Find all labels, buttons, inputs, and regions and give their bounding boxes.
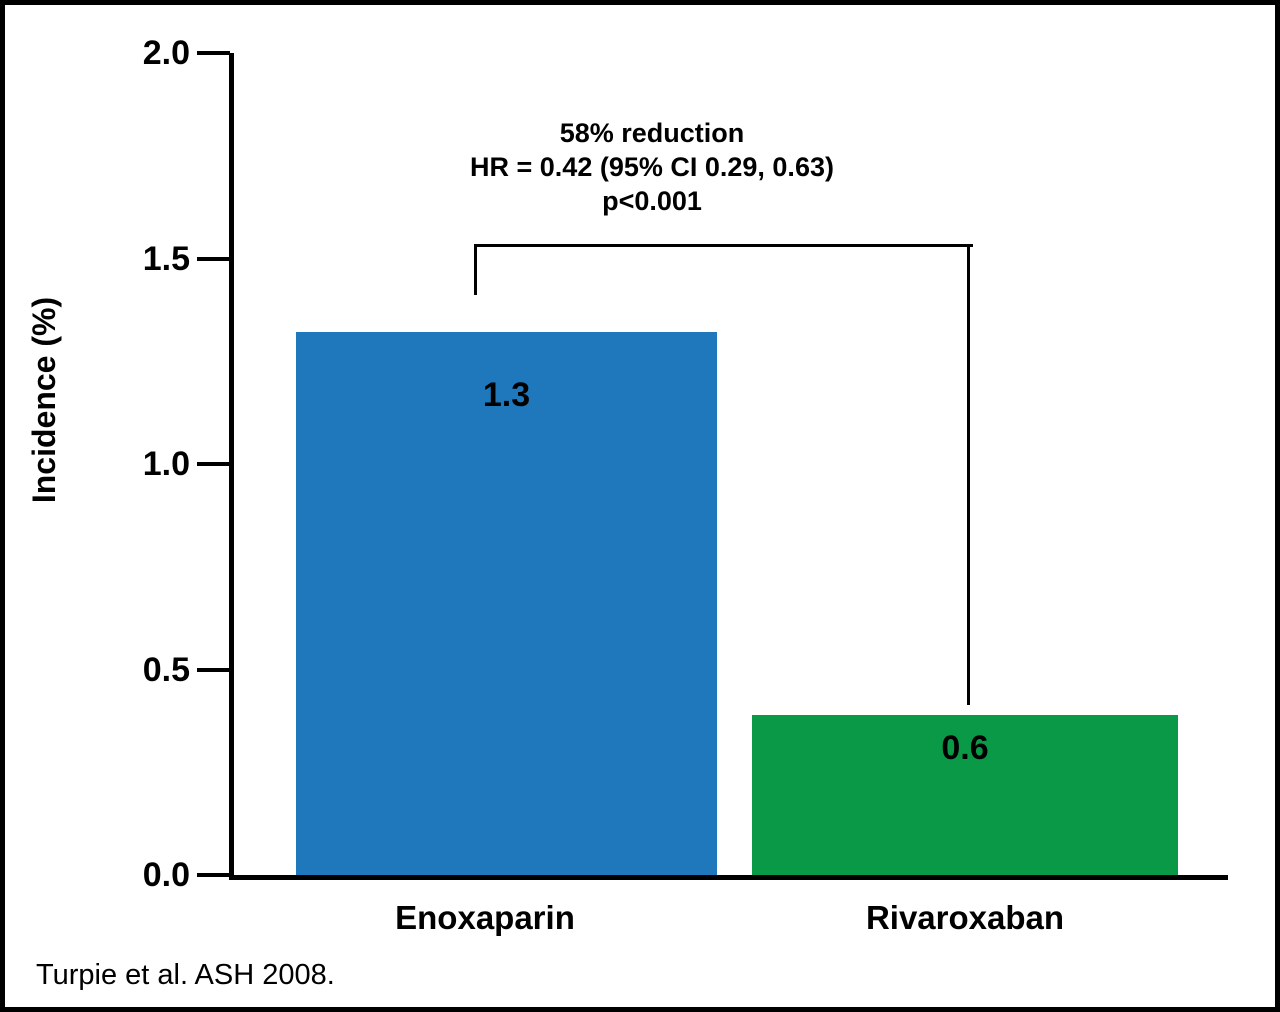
x-category-label-enoxaparin: Enoxaparin (395, 899, 575, 936)
y-tick-line (197, 51, 230, 55)
bar-enoxaparin: 1.3 (296, 332, 717, 875)
y-tick-line (197, 256, 230, 261)
bar-value-label: 0.6 (941, 728, 989, 767)
y-tick-label: 0.0 (142, 856, 190, 894)
source-citation: Turpie et al. ASH 2008. (36, 959, 335, 991)
stats-annotation: 58% reduction HR = 0.42 (95% CI 0.29, 0.… (352, 116, 952, 218)
comparison-bracket-left-tick (474, 244, 477, 295)
plot-area: 2.0 1.5 1.0 0.5 0.0 1.3 0.6 (143, 36, 1228, 892)
annotation-line-reduction: 58% reduction (559, 118, 745, 148)
comparison-bracket-right-tick (967, 244, 970, 705)
comparison-bracket-horizontal (474, 244, 973, 247)
y-tick-label: 1.0 (142, 445, 190, 483)
y-tick-line (197, 462, 230, 466)
y-tick-label: 2.0 (142, 34, 190, 72)
y-tick-line (197, 667, 230, 672)
x-category-label-rivaroxaban: Rivaroxaban (865, 899, 1065, 936)
bar-value-label: 1.3 (482, 376, 531, 415)
y-tick-line (197, 873, 230, 877)
y-axis-title: Incidence (%) (26, 296, 62, 504)
y-tick-label: 0.5 (142, 650, 190, 689)
y-tick-label: 1.5 (142, 239, 190, 278)
annotation-line-hazard-ratio: HR = 0.42 (95% CI 0.29, 0.63) (470, 152, 834, 182)
bar-rivaroxaban: 0.6 (752, 714, 1178, 875)
annotation-line-pvalue: p<0.001 (602, 186, 702, 216)
